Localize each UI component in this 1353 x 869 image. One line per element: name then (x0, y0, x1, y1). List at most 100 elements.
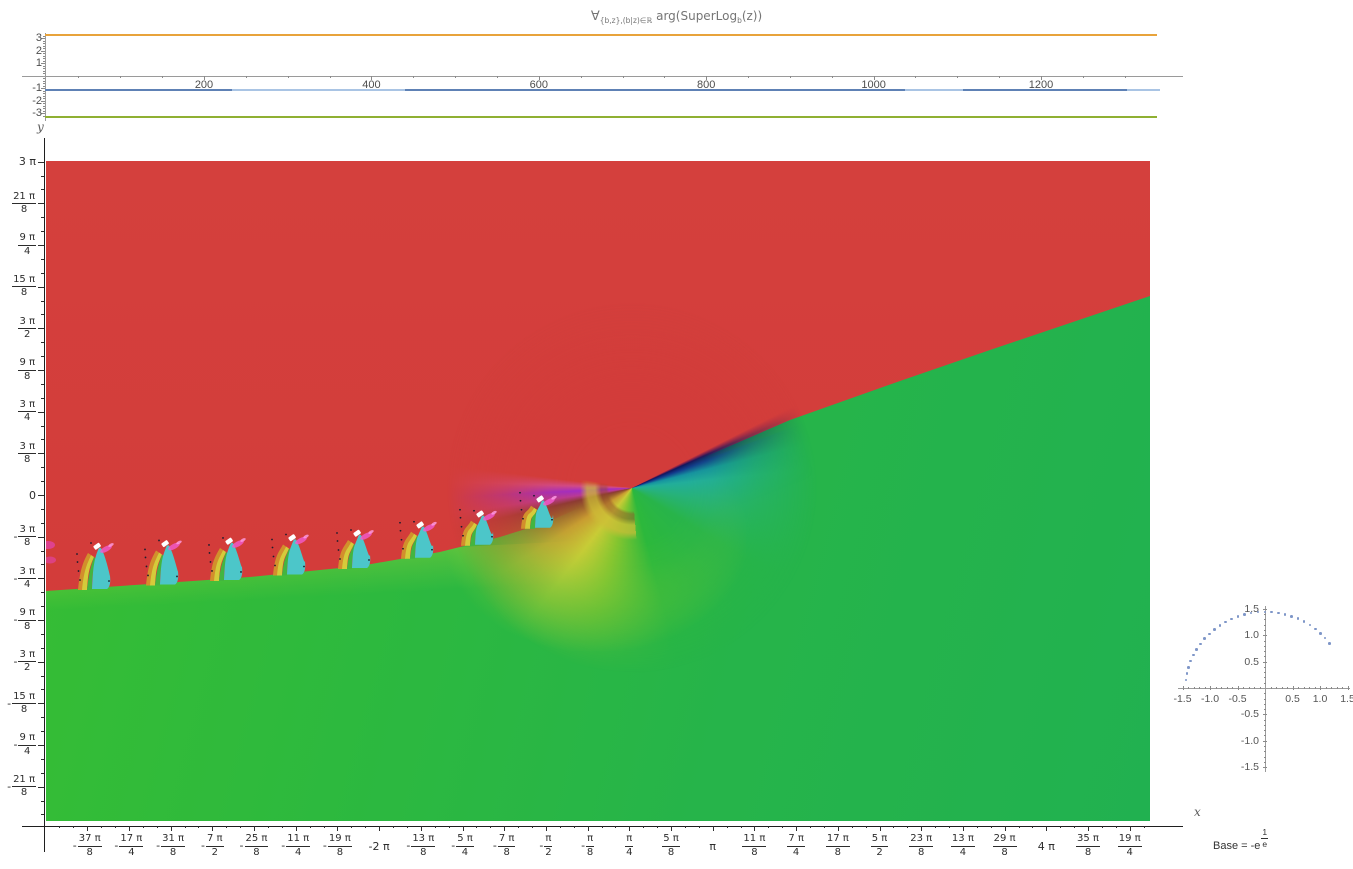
mini-y-minor-tick (1264, 640, 1266, 642)
main-x-tick (379, 825, 381, 831)
main-x-tick (212, 825, 214, 831)
mini-y-minor-tick (1264, 745, 1266, 747)
strip-x-minor-tick (999, 75, 1001, 79)
tongue-dark-speck (459, 508, 461, 511)
main-y-tick (37, 328, 44, 330)
strip-y-minor-tick (43, 70, 45, 72)
main-x-tick (295, 825, 297, 831)
main-x-minor-tick (893, 825, 895, 828)
mini-x-tick (1237, 686, 1239, 690)
tongue-dark-speck (222, 537, 224, 539)
main-x-tick (1046, 825, 1048, 831)
main-x-minor-tick (198, 825, 200, 828)
scatter-point (1236, 615, 1240, 618)
strip-y-minor-tick (43, 95, 45, 97)
tongue-cyan-blob (160, 545, 179, 585)
main-x-minor-tick (156, 825, 158, 828)
main-y-tick (37, 286, 44, 288)
scatter-point (1203, 637, 1206, 640)
main-x-minor-tick (518, 825, 520, 828)
tongue-pink-flare-small (551, 495, 557, 500)
main-x-minor-tick (1115, 825, 1117, 828)
strip-x-minor-tick (455, 75, 457, 79)
scatter-point (1208, 632, 1211, 636)
strip-x-tick (538, 75, 540, 80)
mini-x-tick-label: -1.5 (1173, 693, 1192, 705)
tongue-dark-speck (473, 509, 475, 512)
main-x-tick (962, 825, 964, 831)
strip-y-minor-tick (43, 45, 45, 47)
main-y-minor-tick (40, 772, 44, 774)
strip-y-minor-tick (43, 108, 45, 110)
scatter-point (1277, 611, 1280, 615)
tongue-cyan-blob (475, 515, 494, 545)
strip-x-minor-tick (789, 75, 791, 79)
scatter-point (1283, 613, 1287, 616)
main-y-tick (37, 411, 44, 413)
main-x-tick (128, 825, 130, 831)
tongue-dark-speck (491, 535, 493, 538)
title-function-close: (z)) (741, 9, 763, 23)
main-x-tick (796, 825, 798, 831)
tongue-dark-speck (147, 574, 149, 577)
scatter-point (1199, 642, 1202, 646)
main-x-minor-tick (59, 825, 61, 828)
strip-y-minor-tick (43, 98, 45, 100)
scatter-point (1302, 620, 1306, 623)
main-x-tick (545, 825, 547, 831)
mini-y-tick-label: 1.0 (1244, 629, 1259, 642)
main-y-tick (37, 245, 44, 247)
main-y-tick (37, 536, 44, 538)
strip-y-tick (41, 113, 45, 115)
mini-y-tick (1263, 714, 1267, 716)
mini-x-tick-label: 0.5 (1285, 693, 1300, 705)
main-y-minor-tick (40, 814, 44, 816)
tongue-orange-stripe (146, 550, 159, 586)
mini-x-minor-tick (1204, 687, 1206, 689)
tongue-dark-speck (271, 546, 274, 549)
mini-x-minor-tick (1199, 687, 1200, 689)
main-y-tick (37, 786, 44, 788)
main-x-minor-tick (309, 825, 311, 828)
tongue-yellow-stripe (214, 549, 226, 581)
main-x-minor-tick (365, 825, 367, 828)
main-y-tick (37, 370, 44, 372)
strip-x-tick-label: 1000 (861, 78, 886, 91)
strip-y-minor-tick (43, 83, 45, 85)
tongue-dark-speck (76, 561, 79, 563)
scatter-point (1249, 611, 1253, 615)
tongue-white-tip (288, 534, 296, 542)
mini-x-minor-tick (1193, 687, 1195, 689)
strip-x-minor-tick (1082, 75, 1084, 79)
scatter-point (1256, 610, 1260, 614)
mini-x-minor-tick (1221, 687, 1222, 689)
series-line-highlight (232, 88, 405, 91)
scatter-point (1308, 623, 1311, 627)
mini-x-tick-label: 1.5 (1340, 693, 1353, 705)
scatter-point (1230, 617, 1233, 621)
main-y-minor-tick (40, 397, 44, 399)
main-y-minor-tick (40, 425, 44, 427)
main-x-minor-tick (615, 825, 617, 828)
scatter-point (1314, 627, 1317, 631)
mini-x-minor-tick (1303, 687, 1305, 689)
tongue-dark-speck (519, 499, 522, 502)
